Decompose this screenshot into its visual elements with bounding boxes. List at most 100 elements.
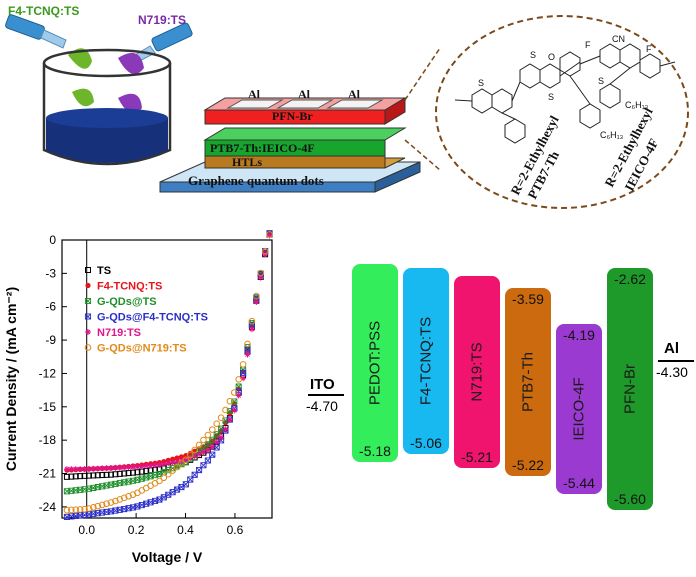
data-point [204, 457, 211, 464]
data-point [121, 464, 128, 471]
data-point [112, 471, 119, 478]
series-N719:TS [63, 232, 273, 473]
data-point [222, 406, 229, 414]
data-point [94, 465, 101, 472]
data-point [120, 494, 128, 502]
data-point [160, 461, 167, 468]
molecule-atoms: S O F S S CN F S C₆H₁₃ C₆H₁₃ [478, 34, 652, 140]
x-tick-label: 0.2 [128, 523, 145, 537]
device-stack: Graphene quantum dots HTLs PTB7-Th:IEICO… [159, 87, 421, 193]
jv-chart-svg: 0 -3 -6 -9 -12 -15 -18 -21 -24 0.0 0.2 0.4 0.6 TS F4… [3, 230, 273, 565]
data-point [76, 506, 84, 513]
svg-text:S: S [548, 92, 554, 102]
data-point [178, 460, 185, 467]
svg-text:S: S [530, 50, 536, 60]
data-point [226, 397, 234, 405]
legend-marker [84, 313, 92, 320]
data-point [244, 346, 251, 353]
purple-drop-icon-2 [118, 93, 142, 114]
ito-level-line [308, 394, 344, 396]
ito-name: ITO [310, 376, 335, 393]
ieico4f-level: IEICO-4F -4.19 -5.44 [556, 324, 602, 494]
legend-marker [85, 329, 91, 335]
data-point [213, 439, 220, 446]
data-point [116, 496, 124, 503]
x-axis-label: Voltage / V [132, 549, 203, 565]
al-electrode-label-3: Al [348, 87, 361, 101]
data-point [230, 389, 238, 396]
data-point [218, 434, 225, 441]
data-point [63, 506, 71, 514]
data-point [103, 465, 110, 472]
data-point [191, 446, 198, 454]
data-point [125, 470, 132, 477]
data-point [244, 340, 251, 348]
schematic-graphic: F4-TCNQ:TS N719:TS Graphene quantum dots… [5, 4, 689, 209]
data-point [186, 451, 194, 459]
legend-marker [85, 282, 91, 289]
data-point [147, 462, 154, 469]
f4tcnq-homo: -5.06 [410, 435, 442, 451]
data-point [266, 232, 273, 239]
data-point [134, 463, 141, 470]
data-point [85, 472, 92, 479]
data-point [112, 464, 119, 471]
svg-text:S: S [478, 78, 484, 88]
y-tick-label: -21 [39, 467, 57, 481]
svg-text:F: F [646, 44, 652, 54]
n719-level: N719:TS -5.21 [454, 276, 500, 468]
data-point [68, 473, 75, 480]
data-point [85, 465, 92, 472]
data-point [257, 269, 265, 277]
y-tick-label: -24 [39, 500, 57, 514]
data-point [107, 499, 115, 506]
data-point [107, 464, 114, 471]
data-point [178, 454, 185, 460]
data-point [72, 506, 80, 514]
data-point [226, 416, 233, 423]
dye-left-label: F4-TCNQ:TS [8, 4, 79, 18]
data-point [244, 351, 251, 358]
data-point [204, 447, 211, 454]
legend-label: G-QDs@N719:TS [97, 343, 187, 355]
legend-item: G-QDs@TS [84, 296, 157, 308]
data-point [174, 455, 180, 461]
pfnbr-lumo: -2.62 [614, 271, 646, 287]
data-point [90, 465, 97, 472]
data-point [94, 502, 102, 510]
data-point [240, 375, 247, 382]
data-point [138, 463, 145, 470]
data-point [130, 463, 137, 470]
data-point [77, 473, 84, 480]
legend-item: G-QDs@N719:TS [84, 343, 187, 355]
data-point [103, 471, 110, 478]
data-point [125, 492, 132, 500]
data-point [90, 504, 97, 511]
molecule-callout [435, 15, 689, 209]
data-point [191, 453, 198, 460]
data-point [204, 431, 212, 439]
data-point [235, 376, 243, 383]
y-axis-label: Current Density / (mA cm⁻²) [3, 287, 19, 471]
active-layer-label: PTB7-Th:IEICO-4F [210, 141, 315, 155]
data-point [63, 473, 70, 480]
green-drop-icon [68, 48, 92, 69]
data-point [200, 449, 207, 456]
al-value: -4.30 [656, 364, 688, 380]
pedot-homo: -5.18 [359, 443, 391, 459]
data-point [253, 292, 260, 300]
data-point [81, 466, 88, 473]
legend-marker [85, 267, 91, 273]
htl-layer-label: HTLs [232, 155, 262, 169]
data-point [169, 459, 176, 466]
data-point [156, 477, 163, 485]
pedot-level: PEDOT:PSS -5.18 [352, 264, 398, 462]
y-tick-label: -6 [45, 300, 56, 314]
data-point [169, 467, 176, 474]
al-electrode-label-2: Al [298, 87, 311, 101]
data-point [196, 451, 203, 458]
data-point [134, 469, 141, 476]
y-tick-label: -9 [45, 333, 56, 347]
legend-item: N719:TS [85, 327, 141, 339]
data-point [129, 491, 137, 498]
